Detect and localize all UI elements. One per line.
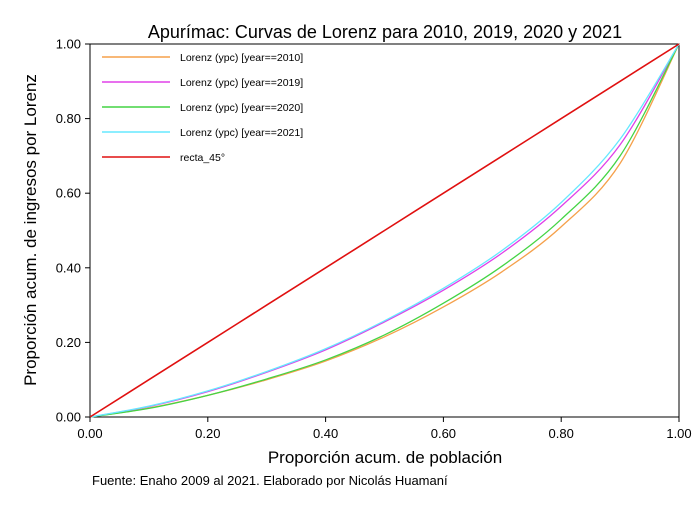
y-tick-label: 0.80 xyxy=(56,111,81,126)
x-tick-label: 0.00 xyxy=(77,426,102,441)
x-tick-label: 0.60 xyxy=(431,426,456,441)
legend-label: recta_45° xyxy=(180,152,225,164)
x-tick-label: 0.80 xyxy=(549,426,574,441)
series-line-lorenz-ypc-year-2021 xyxy=(89,43,680,418)
legend-label: Lorenz (ypc) [year==2019] xyxy=(180,77,303,89)
x-tick-label: 0.40 xyxy=(313,426,338,441)
y-tick-label: 1.00 xyxy=(56,37,81,52)
plot-area xyxy=(89,43,680,418)
series-line-recta-45 xyxy=(89,43,680,418)
plot-frame xyxy=(89,43,680,418)
y-tick-label: 0.40 xyxy=(56,260,81,275)
source-note: Fuente: Enaho 2009 al 2021. Elaborado po… xyxy=(92,473,448,488)
chart-title: Apurímac: Curvas de Lorenz para 2010, 20… xyxy=(148,22,622,42)
y-tick-label: 0.60 xyxy=(56,186,81,201)
x-tick-label: 0.20 xyxy=(195,426,220,441)
series-layer xyxy=(89,43,680,418)
legend: Lorenz (ypc) [year==2010] Lorenz (ypc) [y… xyxy=(102,52,303,164)
x-tick-label: 1.00 xyxy=(666,426,691,441)
x-axis-title: Proporción acum. de población xyxy=(268,448,502,467)
series-line-lorenz-ypc-year-2020 xyxy=(89,43,680,418)
y-axis-title: Proporción acum. de ingresos por Lorenz xyxy=(21,74,40,386)
legend-label: Lorenz (ypc) [year==2010] xyxy=(180,52,303,64)
y-tick-label: 0.00 xyxy=(56,410,81,425)
legend-label: Lorenz (ypc) [year==2020] xyxy=(180,102,303,114)
y-tick-label: 0.20 xyxy=(56,335,81,350)
legend-label: Lorenz (ypc) [year==2021] xyxy=(180,127,303,139)
ticks-layer: 0.00 0.20 0.40 0.60 0.80 1.00 0.00 0.20 0.40 0.60… xyxy=(56,37,692,442)
series-line-lorenz-ypc-year-2019 xyxy=(89,43,680,418)
